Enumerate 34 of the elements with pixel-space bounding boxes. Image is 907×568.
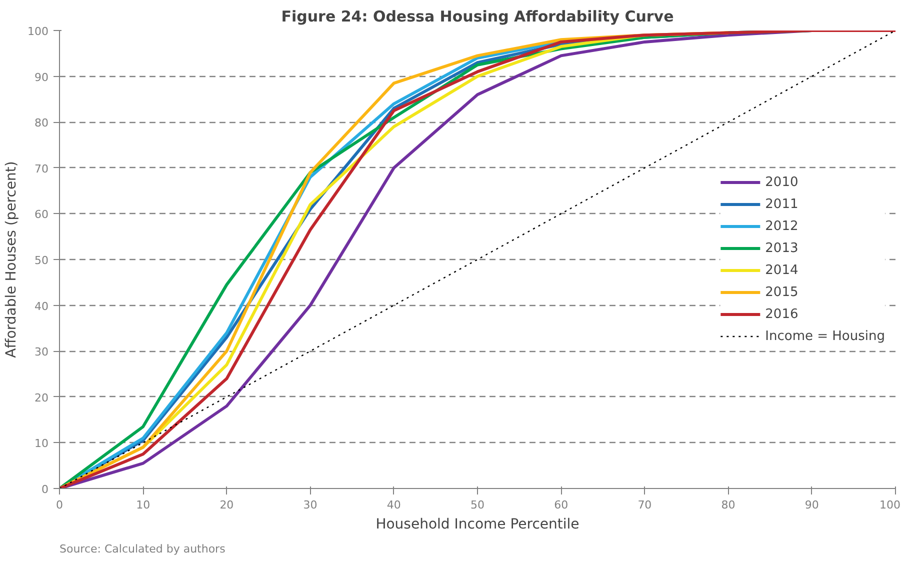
y-tick-label: 20 bbox=[34, 391, 49, 404]
x-tick-label: 90 bbox=[804, 498, 819, 512]
y-tick-label: 10 bbox=[34, 437, 49, 450]
source-note: Source: Calculated by authors bbox=[60, 542, 226, 556]
y-tick-label: 70 bbox=[34, 162, 49, 176]
legend-label: 2014 bbox=[765, 262, 798, 278]
legend-label: 2013 bbox=[765, 240, 798, 256]
legend-label: 2015 bbox=[765, 284, 798, 300]
x-tick-label: 50 bbox=[470, 498, 484, 512]
y-tick-label: 50 bbox=[34, 254, 49, 267]
y-tick-label: 30 bbox=[34, 346, 49, 359]
y-tick-label: 90 bbox=[34, 70, 49, 84]
x-tick-label: 70 bbox=[638, 498, 652, 512]
x-tick-label: 10 bbox=[136, 498, 150, 512]
legend-label: 2012 bbox=[765, 218, 798, 234]
x-tick-label: 100 bbox=[880, 498, 901, 512]
y-tick-label: 40 bbox=[34, 300, 49, 313]
legend-label: 2010 bbox=[765, 174, 798, 190]
x-tick-label: 80 bbox=[721, 498, 736, 512]
x-axis-title: Household Income Percentile bbox=[376, 516, 580, 532]
x-tick-label: 20 bbox=[220, 498, 234, 512]
x-tick-label: 40 bbox=[386, 498, 401, 512]
y-axis-title: Affordable Houses (percent) bbox=[4, 161, 20, 358]
legend-label: 2016 bbox=[765, 306, 798, 322]
y-tick-label: 60 bbox=[34, 208, 49, 222]
x-tick-label: 0 bbox=[56, 498, 63, 512]
y-tick-label: 100 bbox=[28, 25, 49, 38]
chart-title: Figure 24: Odessa Housing Affordability Curve bbox=[281, 8, 674, 26]
legend-label: Income = Housing bbox=[765, 328, 885, 344]
legend-label: 2011 bbox=[765, 196, 798, 212]
x-tick-label: 30 bbox=[303, 498, 318, 512]
y-tick-label: 80 bbox=[34, 116, 49, 130]
x-tick-label: 60 bbox=[554, 498, 568, 512]
y-tick-label: 0 bbox=[42, 483, 48, 496]
